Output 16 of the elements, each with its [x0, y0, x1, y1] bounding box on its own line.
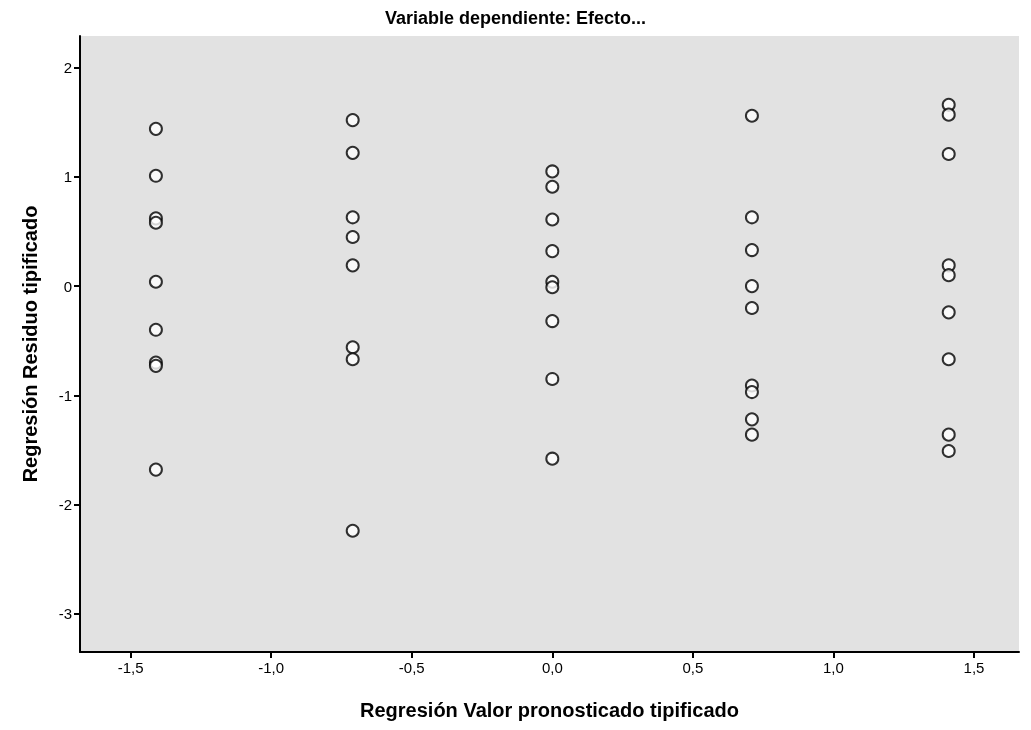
x-axis-title: Regresión Valor pronosticado tipificado — [360, 699, 739, 721]
x-tick-label: -1,0 — [258, 659, 285, 676]
x-tick-label: 1,5 — [963, 659, 985, 676]
y-axis-title: Regresión Residuo tipificado — [19, 205, 41, 483]
y-tick-label: 2 — [63, 59, 72, 77]
x-tick-label: 0,0 — [541, 659, 563, 676]
x-tick-label: -1,5 — [117, 659, 144, 676]
y-tick-label: 1 — [63, 168, 72, 186]
x-tick-label: -0,5 — [398, 659, 425, 676]
y-tick-label: -1 — [58, 386, 72, 404]
chart-title: Variable dependiente: Efecto... — [384, 8, 647, 28]
y-tick-label: 0 — [63, 277, 72, 295]
y-tick-label: -3 — [58, 605, 72, 623]
x-tick-label: 1,0 — [823, 659, 844, 676]
y-tick-label: -2 — [58, 496, 72, 514]
x-tick-label: 0,5 — [682, 659, 704, 676]
